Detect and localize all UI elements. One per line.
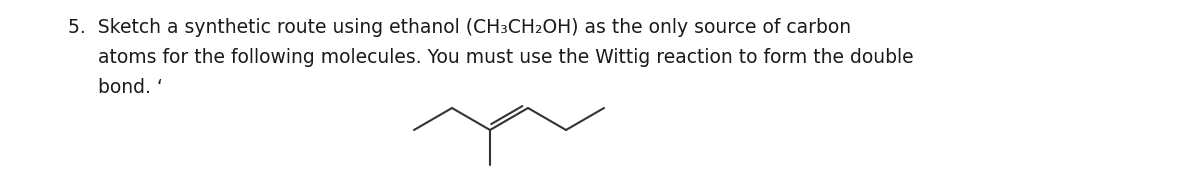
Text: bond. ‘: bond. ‘ xyxy=(68,78,163,97)
Text: 5.  Sketch a synthetic route using ethanol (CH₃CH₂OH) as the only source of carb: 5. Sketch a synthetic route using ethano… xyxy=(68,18,851,37)
Text: atoms for the following molecules. You must use the Wittig reaction to form the : atoms for the following molecules. You m… xyxy=(68,48,913,67)
